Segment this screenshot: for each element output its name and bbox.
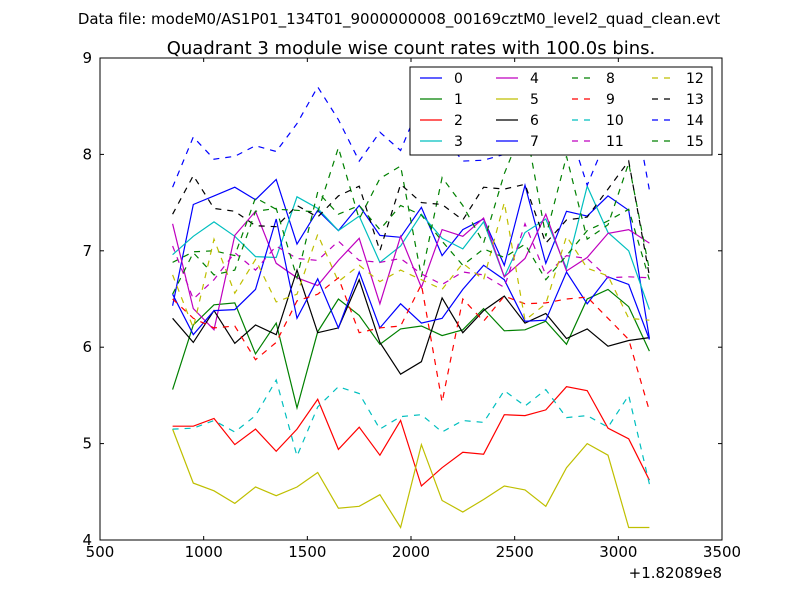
- series-line-2: [172, 386, 650, 488]
- series-line-6: [172, 268, 650, 376]
- axis-ticks: 500 1000 1500 2000 2500 3000 3500 4 5 6 7 8 9: [82, 49, 741, 561]
- legend-label-6: 6: [530, 113, 539, 129]
- x-tick-label: 1500: [288, 543, 326, 561]
- legend-label-2: 2: [454, 113, 463, 129]
- x-offset-label: +1.82089e8: [629, 564, 722, 582]
- legend-label-10: 10: [606, 113, 624, 129]
- series-line-3: [172, 184, 650, 310]
- chart-title: Quadrant 3 module wise count rates with …: [167, 38, 656, 59]
- legend-label-11: 11: [606, 134, 624, 150]
- series-line-14: [172, 73, 650, 191]
- legend-label-7: 7: [530, 134, 539, 150]
- series-line-8: [172, 120, 650, 277]
- legend-label-13: 13: [686, 92, 704, 108]
- legend-label-3: 3: [454, 134, 463, 150]
- legend-label-14: 14: [686, 113, 704, 129]
- y-tick-label: 4: [82, 531, 92, 549]
- series-line-11: [172, 222, 650, 301]
- legend-box: [409, 66, 713, 156]
- legend-label-1: 1: [454, 92, 463, 108]
- series-line-9: [172, 276, 650, 411]
- x-tick-label: 3500: [703, 543, 741, 561]
- series-line-5: [172, 428, 650, 530]
- y-tick-label: 7: [82, 242, 92, 260]
- legend-label-5: 5: [530, 92, 539, 108]
- series-line-4: [172, 210, 650, 332]
- legend-label-4: 4: [530, 71, 539, 87]
- series-line-13: [172, 159, 650, 277]
- figure-suptitle: Data file: modeM0/AS1P01_134T01_90000000…: [78, 10, 720, 29]
- y-tick-label: 6: [82, 338, 92, 356]
- legend-label-0: 0: [454, 71, 463, 87]
- x-tick-label: 2000: [392, 543, 430, 561]
- series-line-15: [172, 190, 650, 295]
- legend-label-9: 9: [606, 92, 615, 108]
- x-tick-label: 3000: [599, 543, 637, 561]
- series-line-12: [172, 202, 650, 330]
- series-line-10: [172, 378, 650, 485]
- x-tick-label: 500: [86, 543, 115, 561]
- legend-label-8: 8: [606, 71, 615, 87]
- x-tick-label: 1000: [185, 543, 223, 561]
- legend-label-15: 15: [686, 134, 704, 150]
- series-line-1: [172, 288, 650, 411]
- plot-area: [172, 73, 650, 530]
- series-line-7: [172, 218, 650, 340]
- y-tick-label: 9: [82, 49, 92, 67]
- legend-label-12: 12: [686, 71, 704, 87]
- y-tick-label: 5: [82, 435, 92, 453]
- y-tick-label: 8: [82, 145, 92, 163]
- x-tick-label: 2500: [496, 543, 534, 561]
